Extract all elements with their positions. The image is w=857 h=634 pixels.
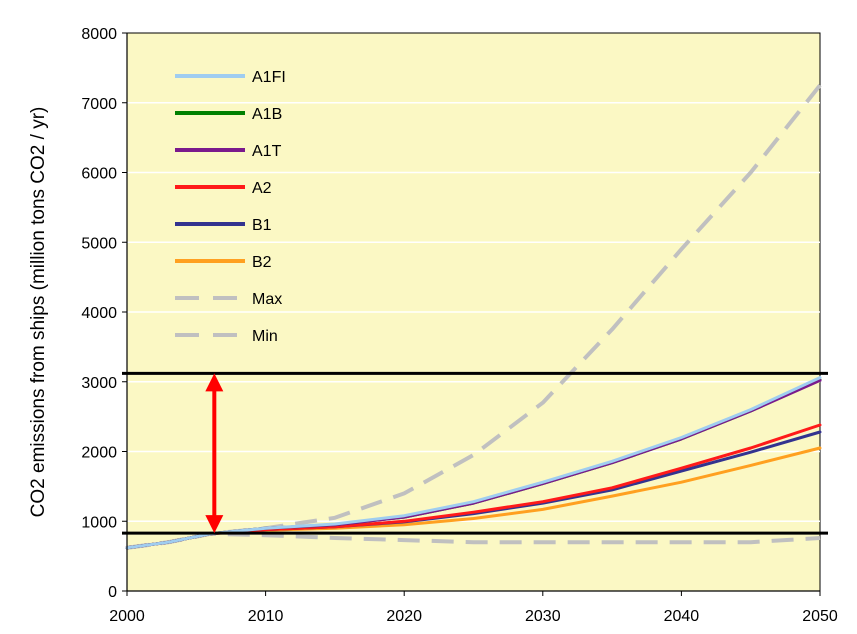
y-tick-label: 3000: [81, 375, 117, 392]
x-tick-label: 2020: [386, 608, 422, 625]
series-line-a1fi: [125, 376, 822, 550]
legend-label-b2: B2: [252, 254, 272, 271]
x-tick-label: 2050: [802, 608, 838, 625]
x-tick-label: 2040: [664, 608, 700, 625]
legend-label-max: Max: [252, 291, 282, 308]
x-tick-label: 2010: [248, 608, 284, 625]
y-tick-label: 6000: [81, 166, 117, 183]
legend: A1FI A1B A1T A2 B1 B2 Max Min: [175, 69, 286, 345]
y-tick-label: 4000: [81, 305, 117, 322]
legend-label-a1fi: A1FI: [252, 69, 286, 86]
y-axis-title: CO2 emissions from ships (million tons C…: [28, 107, 49, 518]
y-tick-label: 1000: [81, 514, 117, 531]
legend-label-b1: B1: [252, 217, 272, 234]
y-tick-label: 5000: [81, 235, 117, 252]
range-arrow-head-down: [205, 515, 224, 534]
x-tick-label: 2000: [109, 608, 145, 625]
axes: [122, 32, 821, 596]
legend-label-a1t: A1T: [252, 143, 282, 160]
series-lines: [125, 84, 822, 550]
y-tick-label: 0: [108, 584, 117, 601]
legend-label-a1b: A1B: [252, 106, 282, 123]
legend-label-min: Min: [252, 328, 278, 345]
annotations: [122, 371, 828, 535]
range-arrow-head-up: [205, 373, 224, 392]
gridlines: [127, 102, 820, 522]
y-tick-label: 7000: [81, 96, 117, 113]
tick-labels: 0 1000 2000 3000 4000 5000 6000 7000 8000 2000 201…: [81, 26, 837, 625]
y-tick-label: 8000: [81, 26, 117, 43]
legend-label-a2: A2: [252, 180, 272, 197]
x-tick-label: 2030: [525, 608, 561, 625]
y-tick-label: 2000: [81, 445, 117, 462]
